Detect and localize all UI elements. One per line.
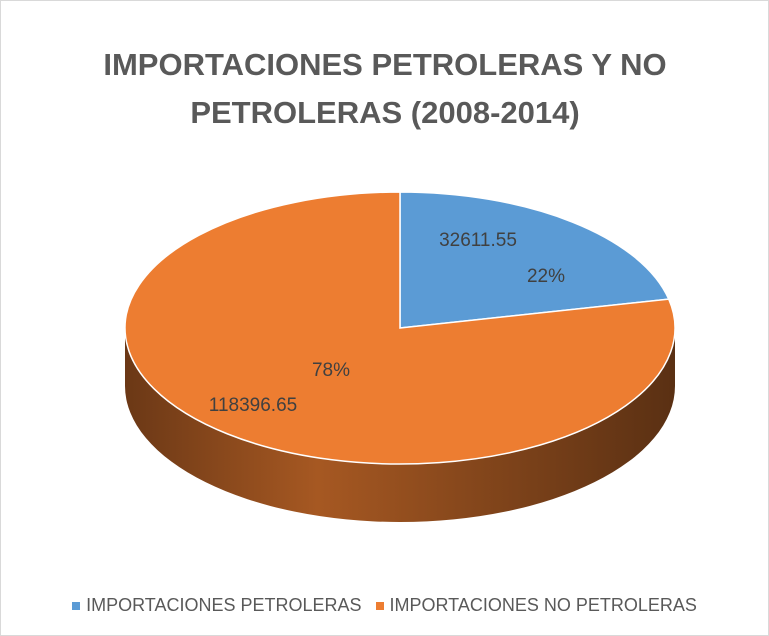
legend-label: IMPORTACIONES NO PETROLERAS	[389, 595, 697, 615]
percent-label: 78%	[312, 360, 350, 381]
percent-label: 22%	[527, 266, 565, 287]
legend: IMPORTACIONES PETROLERAS IMPORTACIONES NO…	[1, 595, 768, 616]
chart-title: IMPORTACIONES PETROLERAS Y NO PETROLERAS…	[103, 47, 667, 130]
legend-swatch	[375, 601, 384, 610]
pie-slice	[399, 191, 670, 329]
pie-slice	[124, 191, 676, 465]
data-label: 32611.55	[439, 230, 517, 251]
legend-swatch	[72, 601, 81, 610]
legend-item: IMPORTACIONES PETROLERAS	[72, 595, 362, 616]
legend-item: IMPORTACIONES NO PETROLERAS	[375, 595, 697, 616]
pie-plot: 32611.55 22% 118396.65 78%	[124, 191, 676, 522]
legend-label: IMPORTACIONES PETROLERAS	[86, 595, 362, 615]
data-label: 118396.65	[209, 395, 297, 416]
pie-side	[125, 328, 675, 522]
